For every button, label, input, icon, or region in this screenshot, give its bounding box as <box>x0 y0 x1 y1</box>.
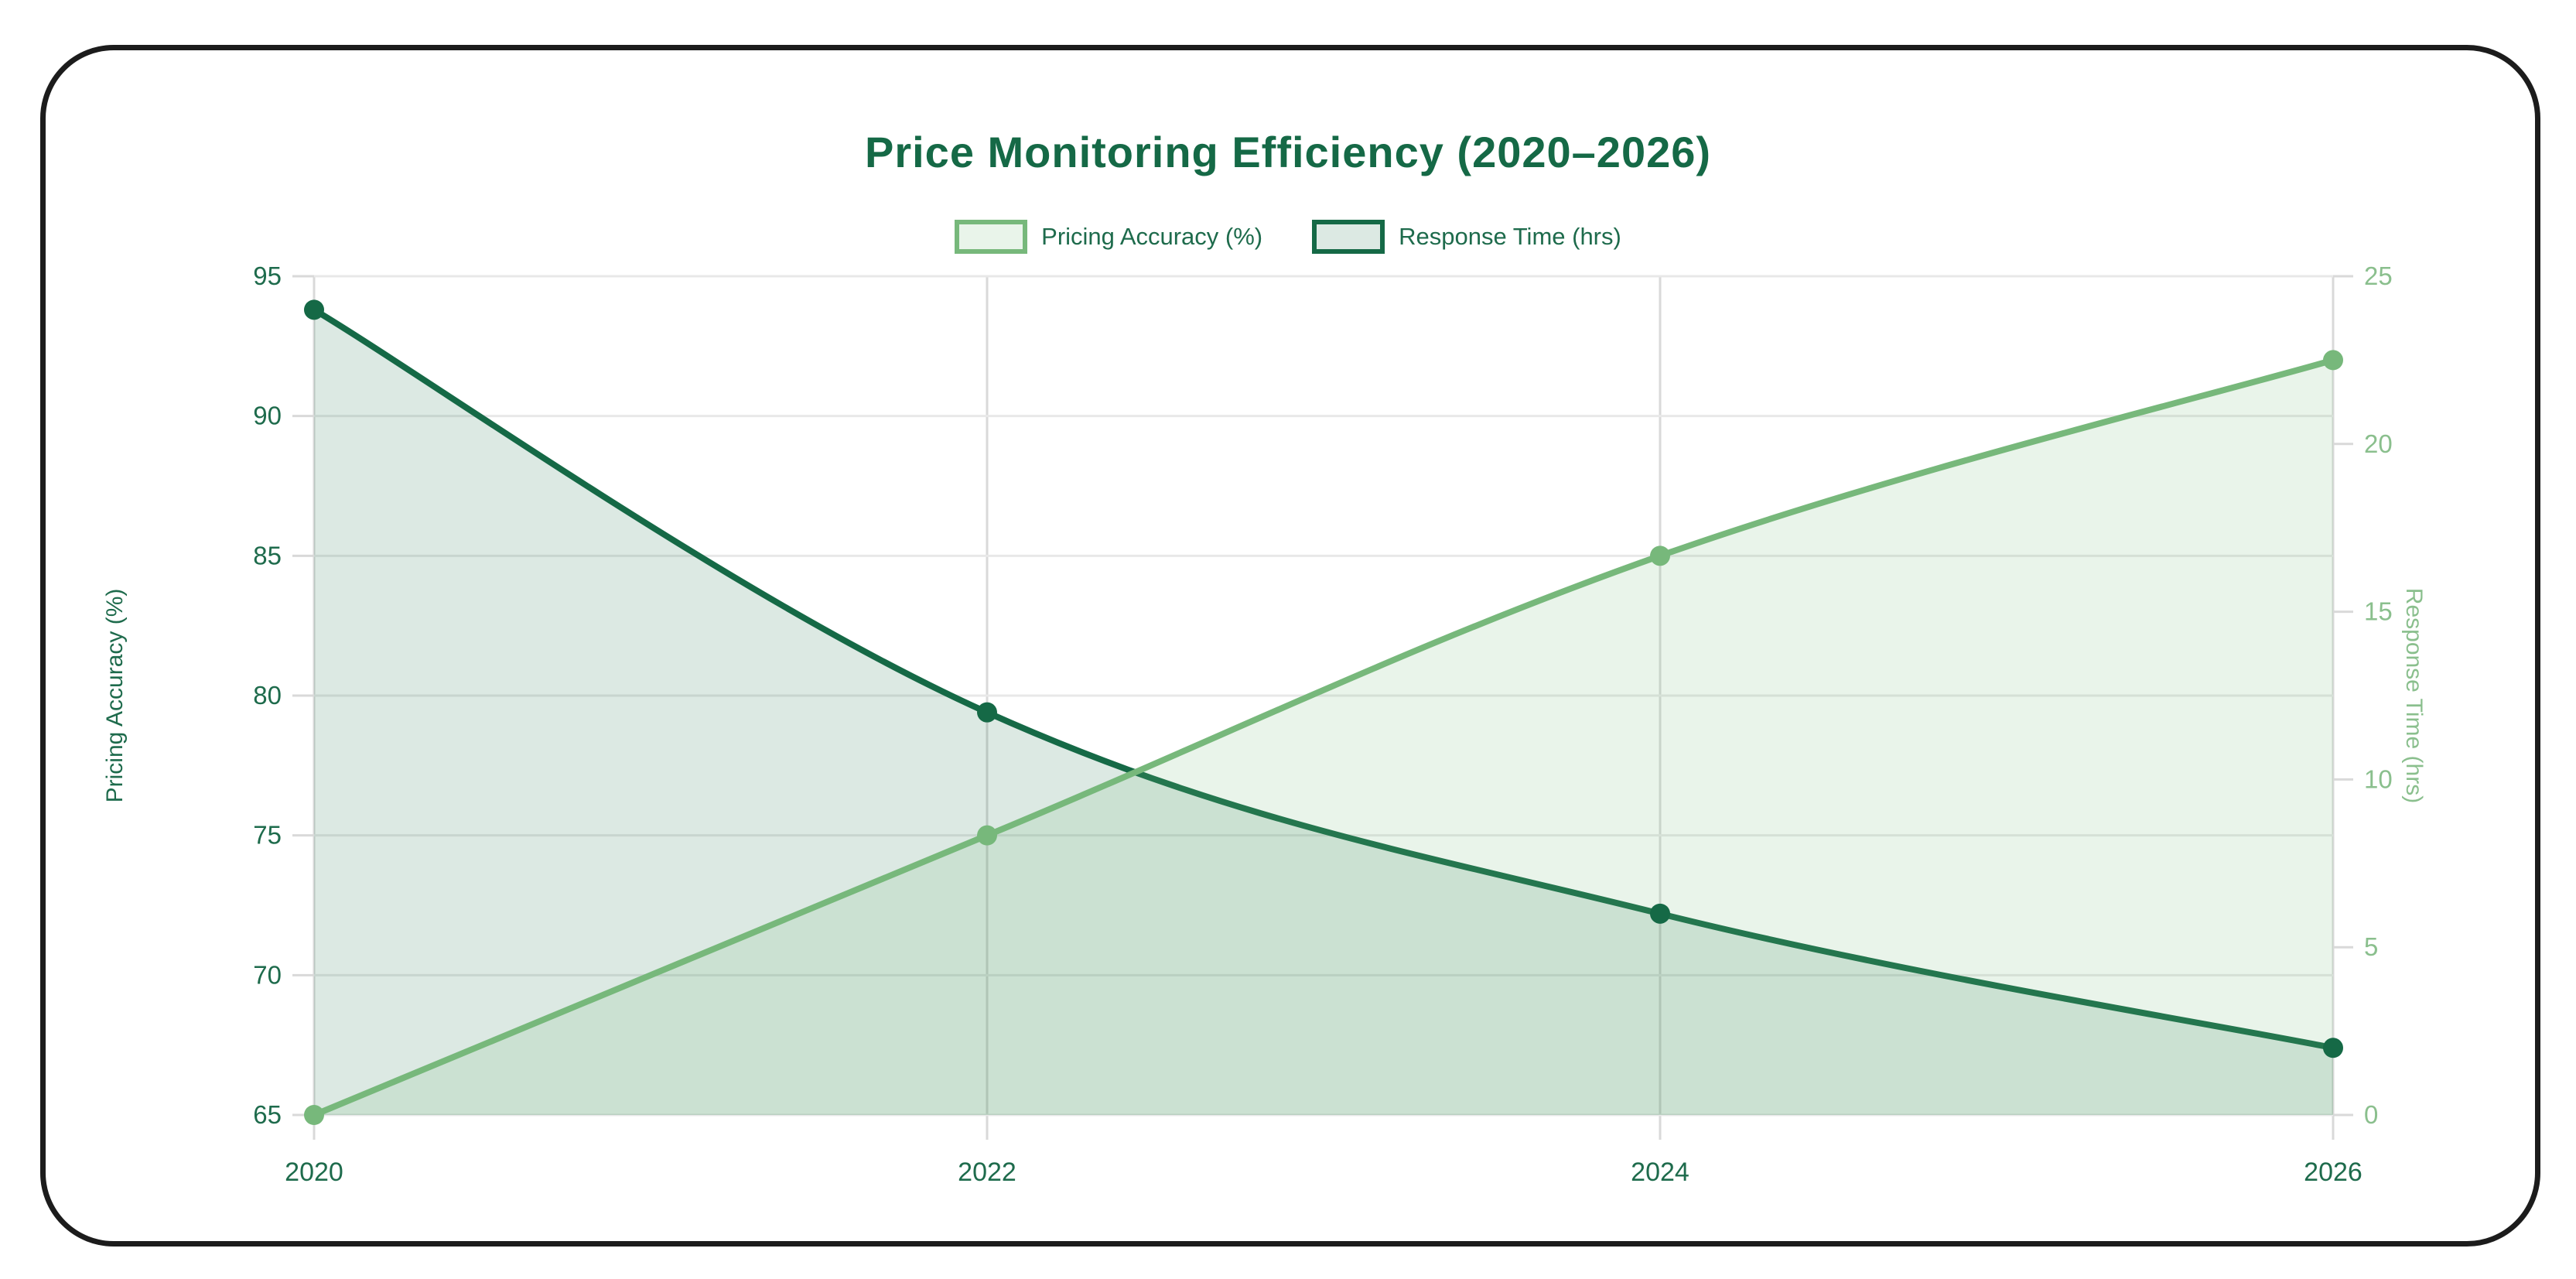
series-line <box>311 357 2336 1118</box>
y-axis-tick-label-left: 70 <box>253 960 282 989</box>
data-point[interactable] <box>977 702 997 723</box>
y-axis-tick-label-right: 20 <box>2364 429 2393 458</box>
y-axis-tick-label-right: 10 <box>2364 764 2393 793</box>
window-frame <box>40 45 2540 1247</box>
legend-label: Pricing Accuracy (%) <box>1041 223 1263 250</box>
data-point[interactable] <box>977 825 997 846</box>
data-point[interactable] <box>2323 350 2343 371</box>
x-axis-tick-label: 2022 <box>958 1158 1016 1187</box>
y-axis-tick-label-left: 90 <box>253 402 282 430</box>
data-point[interactable] <box>2323 1038 2343 1058</box>
y-axis-tick-label-right: 15 <box>2364 597 2393 626</box>
legend: Pricing Accuracy (%) Response Time (hrs) <box>0 220 2576 254</box>
x-axis-tick-label: 2024 <box>1631 1158 1689 1187</box>
series-area <box>314 309 2333 1115</box>
chart-title: Price Monitoring Efficiency (2020–2026) <box>864 127 1712 176</box>
y-axis-tick-label-left: 80 <box>253 681 282 710</box>
legend-item-response-time[interactable]: Response Time (hrs) <box>1312 220 1621 254</box>
y-axis-tick-label-left: 95 <box>253 262 282 290</box>
data-point[interactable] <box>304 1105 324 1125</box>
y-axis-tick-label-left: 85 <box>253 541 282 569</box>
y-axis-tick-label-left: 65 <box>253 1100 282 1129</box>
pricing-accuracy-swatch-icon <box>955 220 1028 254</box>
y-axis-tick-label-right: 0 <box>2364 1100 2378 1129</box>
data-point[interactable] <box>1650 545 1670 566</box>
x-axis-tick-label: 2020 <box>285 1158 343 1187</box>
data-point[interactable] <box>304 299 324 320</box>
legend-item-pricing-accuracy[interactable]: Pricing Accuracy (%) <box>955 220 1262 254</box>
series-line <box>311 306 2336 1052</box>
y-axis-tick-label-left: 75 <box>253 821 282 850</box>
x-axis-tick-label: 2026 <box>2304 1158 2362 1187</box>
data-point[interactable] <box>1650 903 1670 924</box>
legend-label: Response Time (hrs) <box>1399 223 1621 250</box>
y-axis-tick-label-right: 5 <box>2364 932 2378 961</box>
y-axis-tick-label-right: 25 <box>2364 262 2393 290</box>
response-time-swatch-icon <box>1312 220 1385 254</box>
series-area <box>314 360 2333 1115</box>
